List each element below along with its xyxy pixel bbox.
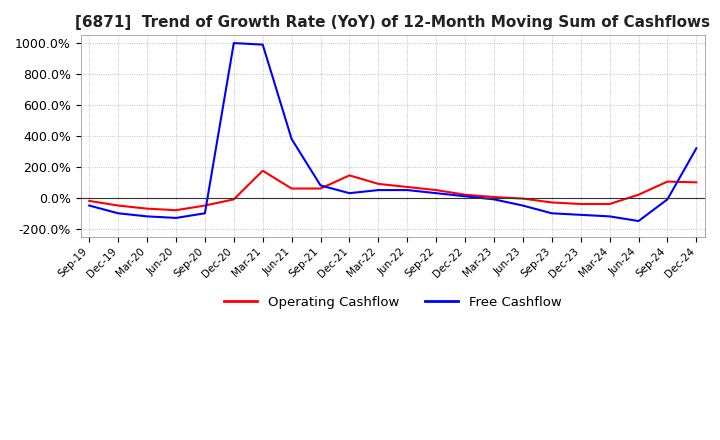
- Operating Cashflow: [143, 206, 151, 211]
- Operating Cashflow: [518, 196, 527, 201]
- Operating Cashflow: [316, 186, 325, 191]
- Free Cashflow: [345, 191, 354, 196]
- Free Cashflow: [692, 146, 701, 151]
- Operating Cashflow: [547, 200, 556, 205]
- Free Cashflow: [663, 197, 672, 202]
- Operating Cashflow: [606, 202, 614, 207]
- Free Cashflow: [403, 187, 412, 193]
- Operating Cashflow: [287, 186, 296, 191]
- Free Cashflow: [606, 214, 614, 219]
- Free Cashflow: [171, 215, 180, 220]
- Operating Cashflow: [171, 208, 180, 213]
- Operating Cashflow: [577, 202, 585, 207]
- Operating Cashflow: [85, 198, 94, 204]
- Free Cashflow: [577, 212, 585, 217]
- Title: [6871]  Trend of Growth Rate (YoY) of 12-Month Moving Sum of Cashflows: [6871] Trend of Growth Rate (YoY) of 12-…: [75, 15, 711, 30]
- Free Cashflow: [518, 203, 527, 208]
- Operating Cashflow: [634, 192, 643, 198]
- Operating Cashflow: [201, 203, 210, 208]
- Free Cashflow: [258, 42, 267, 47]
- Operating Cashflow: [403, 184, 412, 190]
- Free Cashflow: [287, 136, 296, 142]
- Operating Cashflow: [461, 192, 469, 198]
- Free Cashflow: [316, 183, 325, 188]
- Free Cashflow: [461, 194, 469, 199]
- Free Cashflow: [201, 211, 210, 216]
- Free Cashflow: [114, 211, 122, 216]
- Operating Cashflow: [258, 168, 267, 173]
- Free Cashflow: [490, 197, 498, 202]
- Free Cashflow: [432, 191, 441, 196]
- Legend: Operating Cashflow, Free Cashflow: Operating Cashflow, Free Cashflow: [219, 291, 567, 315]
- Operating Cashflow: [230, 197, 238, 202]
- Free Cashflow: [143, 214, 151, 219]
- Operating Cashflow: [490, 194, 498, 200]
- Free Cashflow: [85, 203, 94, 208]
- Free Cashflow: [547, 211, 556, 216]
- Free Cashflow: [230, 40, 238, 46]
- Operating Cashflow: [374, 181, 382, 187]
- Operating Cashflow: [432, 187, 441, 193]
- Operating Cashflow: [692, 180, 701, 185]
- Line: Operating Cashflow: Operating Cashflow: [89, 171, 696, 210]
- Operating Cashflow: [663, 179, 672, 184]
- Operating Cashflow: [114, 203, 122, 208]
- Free Cashflow: [634, 218, 643, 224]
- Operating Cashflow: [345, 173, 354, 178]
- Line: Free Cashflow: Free Cashflow: [89, 43, 696, 221]
- Free Cashflow: [374, 187, 382, 193]
